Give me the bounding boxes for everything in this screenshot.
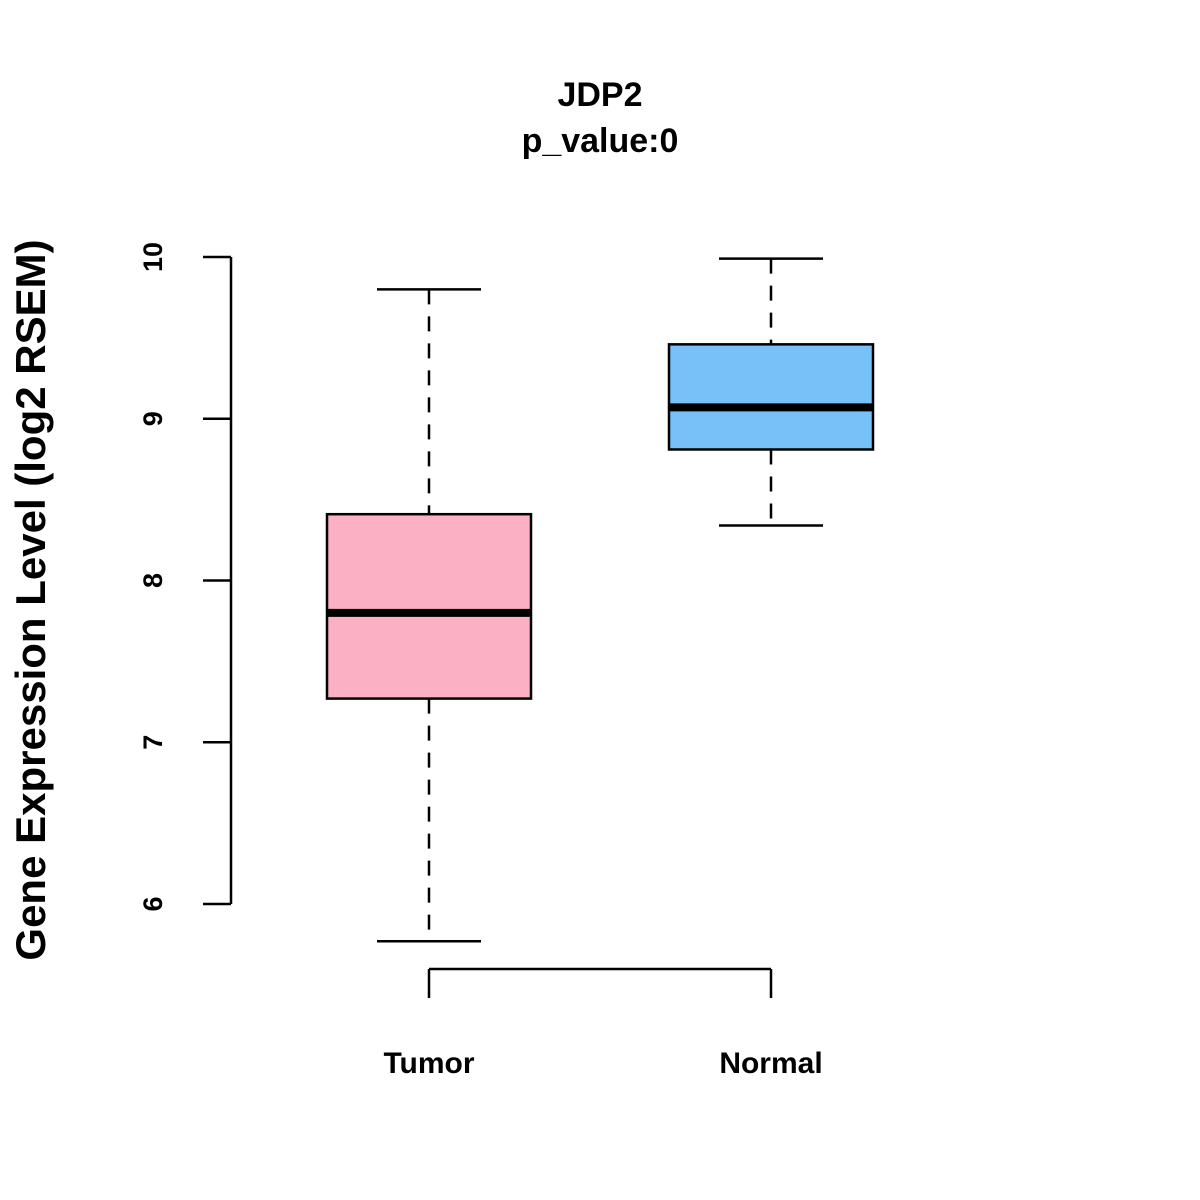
y-tick-label: 10 <box>138 242 168 272</box>
y-tick-label: 8 <box>138 573 168 588</box>
chart-title: JDP2 <box>557 76 642 114</box>
box-tumor <box>325 288 533 943</box>
y-axis: 6 7 8 9 10 <box>138 242 233 912</box>
x-tick-label: Tumor <box>383 1047 474 1080</box>
box-normal <box>667 257 875 527</box>
boxes <box>325 257 875 943</box>
y-tick-label: 7 <box>138 735 168 750</box>
y-axis-label: Gene Expression Level (log2 RSEM) <box>7 239 54 960</box>
x-tick-label: Normal <box>719 1047 822 1080</box>
iqr-box <box>325 512 533 700</box>
x-axis: Tumor Normal <box>383 967 823 1080</box>
y-tick-label: 6 <box>138 896 168 911</box>
iqr-box <box>667 343 875 451</box>
chart-subtitle: p_value:0 <box>522 122 679 160</box>
y-tick-label: 9 <box>138 411 168 426</box>
